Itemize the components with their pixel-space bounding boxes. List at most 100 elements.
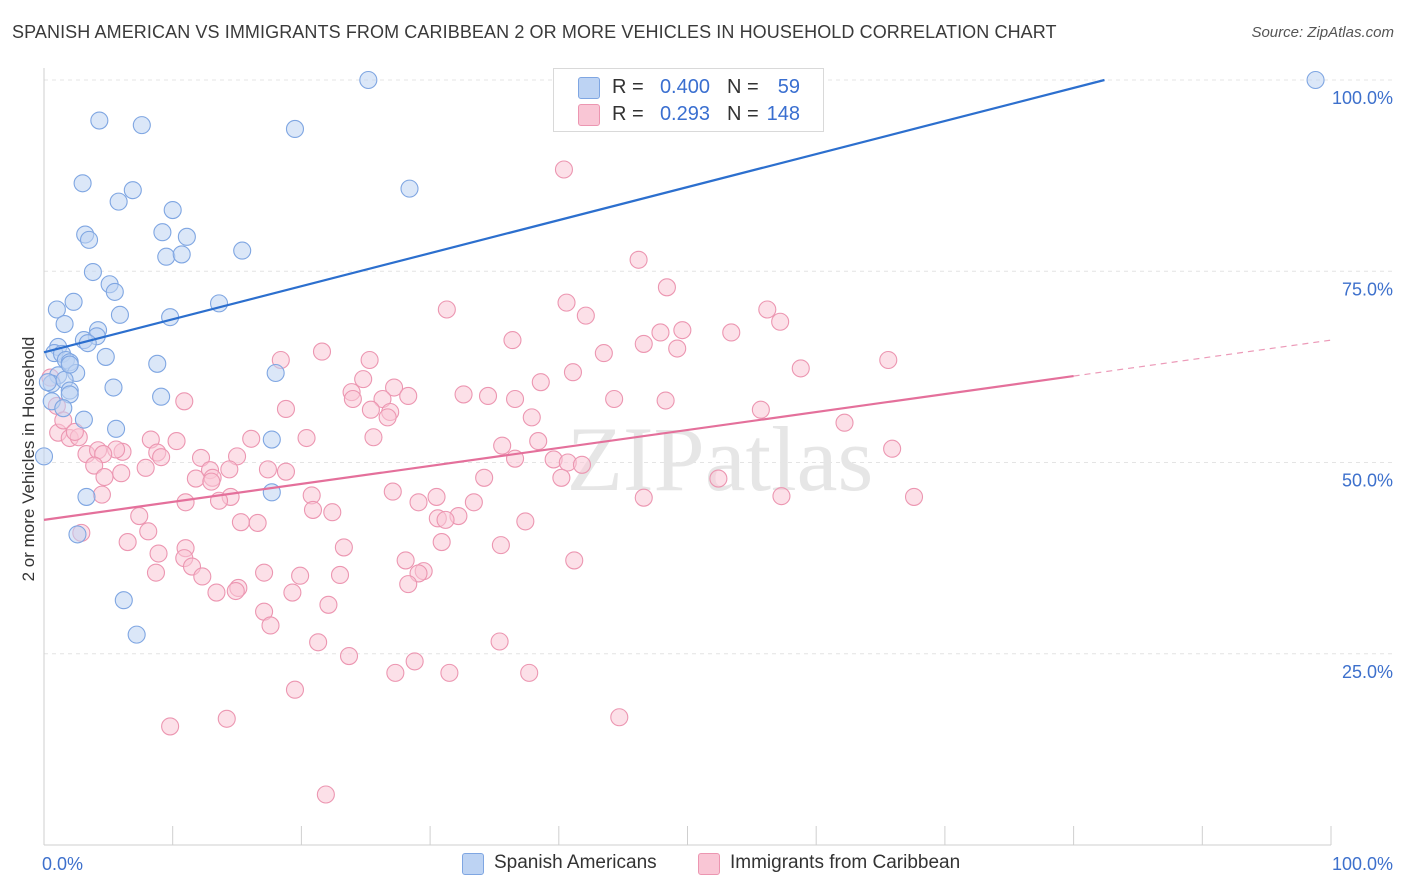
caribbean-point (283, 583, 302, 602)
spanish-point (107, 419, 126, 438)
spanish-point (55, 314, 74, 334)
caribbean-point (65, 422, 84, 441)
spanish-point (68, 525, 87, 544)
spanish-point (359, 70, 378, 90)
caribbean-point (503, 331, 522, 350)
spanish-point (38, 373, 57, 392)
caribbean-point (323, 503, 342, 522)
caribbean-point (226, 581, 245, 601)
caribbean-point (879, 350, 898, 370)
caribbean-point (490, 632, 509, 651)
caribbean-point (610, 708, 629, 727)
caribbean-point (258, 460, 277, 479)
caribbean-point (668, 339, 687, 358)
x-tick-label-left: 0.0% (42, 854, 83, 874)
caribbean-point (771, 312, 790, 331)
caribbean-point (136, 458, 155, 477)
caribbean-point (605, 389, 624, 409)
legend-r-value: 0.293 (659, 103, 710, 125)
caribbean-point (146, 563, 166, 582)
caribbean-point (709, 469, 728, 488)
caribbean-point (454, 385, 473, 404)
caribbean-point (516, 512, 535, 531)
trend-line-spanish (43, 78, 1105, 354)
caribbean-point (248, 513, 267, 532)
spanish-point (114, 591, 133, 610)
caribbean-point (149, 544, 168, 563)
caribbean-point (554, 160, 573, 179)
caribbean-point (432, 533, 451, 552)
caribbean-point (186, 469, 205, 488)
caribbean-point (520, 663, 539, 682)
axes (43, 68, 1332, 846)
caribbean-point (437, 300, 456, 319)
caribbean-point (220, 460, 239, 479)
y-tick-label: 75.0% (1342, 279, 1393, 299)
caribbean-point (529, 432, 548, 451)
spanish-point (153, 223, 172, 242)
caribbean-point (217, 709, 236, 728)
caribbean-point (673, 321, 692, 340)
spanish-point (104, 378, 123, 397)
caribbean-point (557, 293, 576, 312)
caribbean-point (202, 472, 221, 491)
caribbean-point (85, 456, 104, 475)
caribbean-point (276, 462, 296, 481)
caribbean-point (758, 300, 777, 319)
chart-title: SPANISH AMERICAN VS IMMIGRANTS FROM CARI… (12, 22, 1057, 42)
legend-r-value: 0.400 (659, 76, 710, 98)
caribbean-point (491, 536, 510, 555)
caribbean-point (330, 565, 350, 585)
caribbean-point (565, 551, 584, 570)
caribbean-point (319, 595, 338, 614)
caribbean-point (309, 633, 328, 652)
caribbean-point (594, 344, 613, 363)
caribbean-point (405, 652, 424, 671)
spanish-point (109, 192, 128, 211)
legend-n-label: N = (727, 103, 759, 125)
caribbean-point (396, 551, 415, 570)
legend-label-spanish: Spanish Americans (494, 852, 657, 873)
y-tick-label: 50.0% (1342, 471, 1393, 491)
legend-swatch-blue (462, 853, 484, 875)
caribbean-point (95, 467, 114, 487)
caribbean-point (436, 510, 455, 529)
spanish-point (152, 387, 171, 406)
caribbean-point (361, 400, 380, 419)
caribbean-point (386, 663, 405, 682)
caribbean-point (316, 785, 335, 804)
spanish-point (77, 487, 96, 506)
spanish-point (177, 227, 196, 246)
caribbean-point (657, 278, 676, 297)
source-label: Source: ZipAtlas.com (1251, 24, 1394, 41)
legend-row-caribbean: R = 0.293 N = 148 (554, 101, 823, 127)
x-tick-label-right: 100.0% (1332, 854, 1393, 874)
spanish-point (148, 354, 167, 373)
caribbean-point (505, 389, 525, 409)
caribbean-point (427, 487, 446, 506)
spanish-point (96, 347, 115, 366)
spanish-point (266, 363, 285, 383)
caribbean-point (385, 378, 404, 397)
trend-line-caribbean (43, 374, 1074, 521)
caribbean-point (364, 428, 383, 447)
spanish-point (79, 230, 99, 249)
trend-line-caribbean-extrapolated (1073, 339, 1332, 377)
caribbean-point (161, 717, 180, 736)
caribbean-point (722, 323, 741, 342)
spanish-point (285, 119, 305, 139)
caribbean-point (572, 455, 592, 474)
caribbean-point (883, 439, 902, 458)
caribbean-point (791, 359, 810, 378)
caribbean-point (130, 506, 149, 526)
spanish-point (47, 300, 66, 319)
caribbean-point (378, 408, 397, 427)
spanish-point (1306, 70, 1325, 90)
legend-label-caribbean: Immigrants from Caribbean (730, 852, 961, 873)
caribbean-point (399, 575, 418, 594)
series-legend: Spanish Americans Immigrants from Caribb… (0, 852, 1406, 876)
correlation-legend: R = 0.400 N = 59 R = 0.293 N = 148 (553, 68, 824, 132)
caribbean-point (531, 373, 550, 392)
caribbean-point (139, 522, 158, 541)
spanish-point (400, 179, 419, 198)
